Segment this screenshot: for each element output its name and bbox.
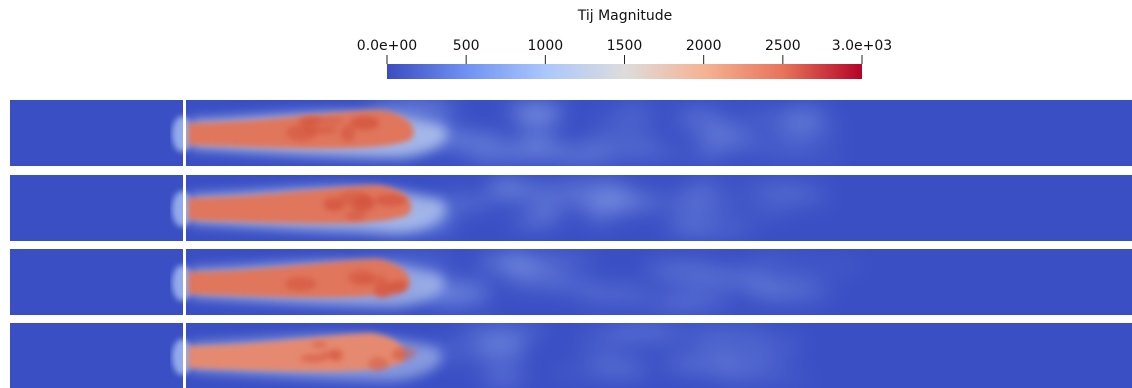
colorbar-tick-label: 1000 (528, 38, 564, 54)
jet-hot-spots (323, 191, 407, 221)
colorbar: 0.0e+00 500 1000 1500 2000 2500 3.0e+03 (357, 38, 892, 79)
colorbar-tick-label: 2000 (686, 38, 722, 54)
colorbar-tick-label: 0.0e+00 (357, 38, 417, 54)
panel-2 (10, 175, 1132, 241)
colorbar-ticks: 0.0e+00 500 1000 1500 2000 2500 3.0e+03 (357, 38, 892, 64)
inlet-wall-line (183, 98, 186, 388)
jet-core (188, 333, 405, 372)
turbulent-wisps (368, 175, 832, 237)
jet-hot-spots (299, 341, 417, 371)
panel-1 (10, 100, 1132, 166)
panel-3 (10, 249, 1132, 315)
colorbar-gradient (387, 64, 862, 79)
colorbar-tick-label: 3.0e+03 (832, 38, 892, 54)
colorbar-tick-label: 2500 (765, 38, 801, 54)
turbulent-wisps (412, 323, 812, 388)
colorbar-tick-label: 1500 (607, 38, 643, 54)
colorbar-tick-label: 500 (453, 38, 480, 54)
panel-4 (10, 323, 1132, 388)
turbulent-wisps (368, 101, 845, 166)
colorbar-title: Tij Magnitude (577, 8, 673, 24)
jet-hot-spots (284, 269, 410, 299)
jet-hot-spots (286, 116, 380, 142)
